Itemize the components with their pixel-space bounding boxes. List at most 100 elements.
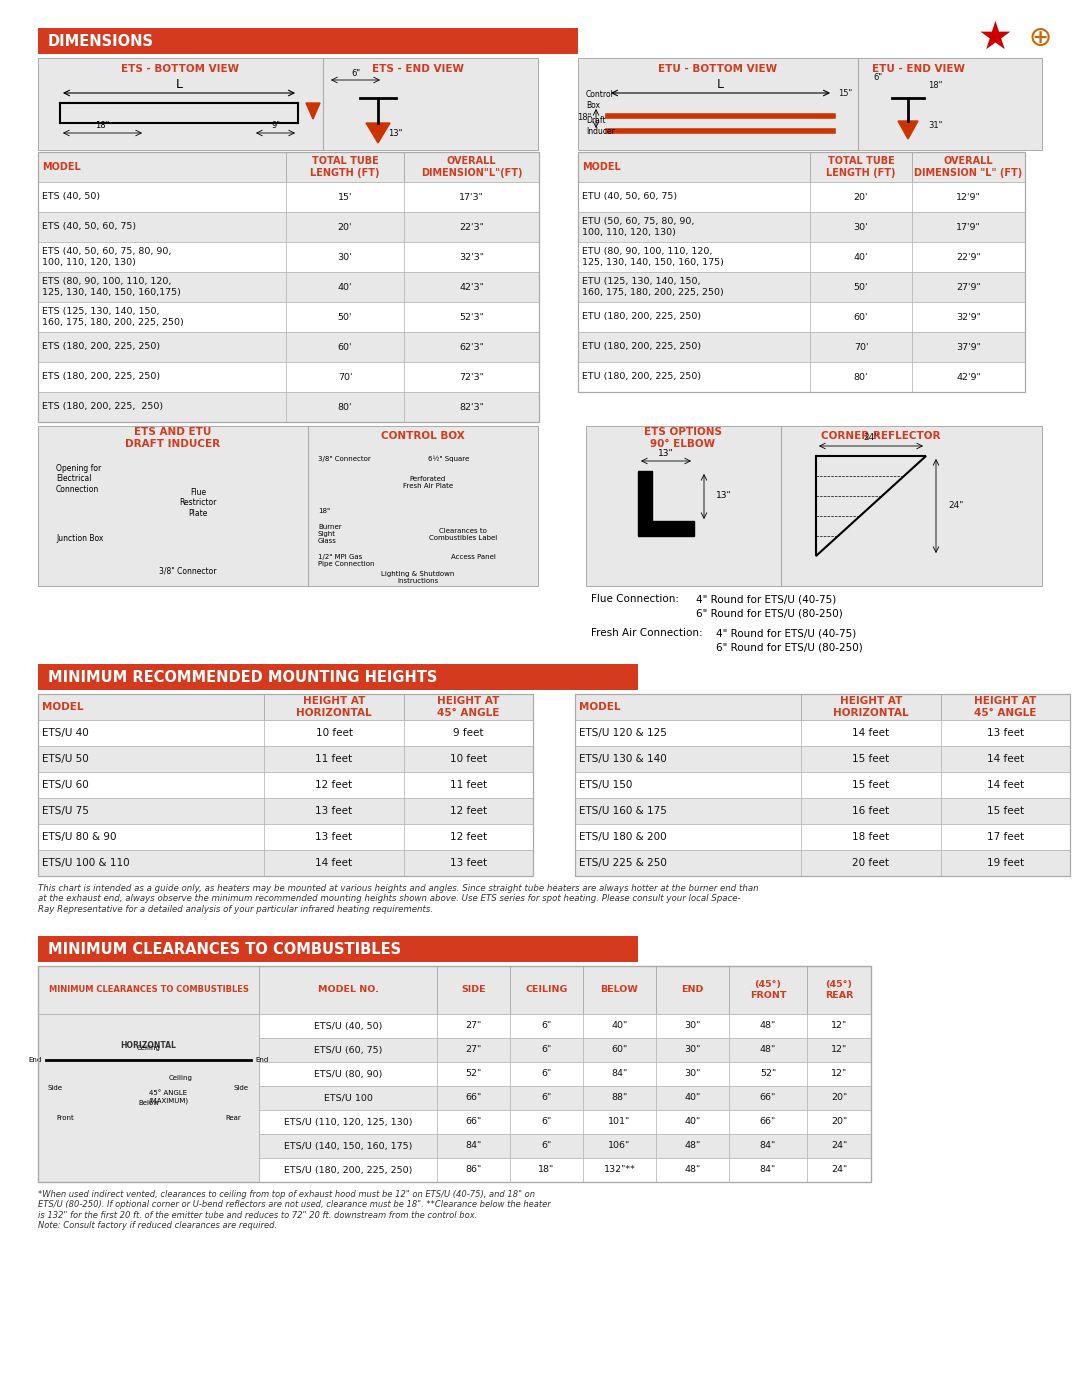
Text: 10 feet: 10 feet <box>315 728 352 738</box>
Bar <box>583 1062 656 1085</box>
Bar <box>404 746 534 773</box>
Bar <box>259 1158 437 1182</box>
Text: BELOW: BELOW <box>600 985 638 995</box>
Text: ETS/U 180 & 200: ETS/U 180 & 200 <box>579 833 666 842</box>
Text: HEIGHT AT
45° ANGLE: HEIGHT AT 45° ANGLE <box>437 696 500 718</box>
Text: 6½" Square: 6½" Square <box>428 455 469 462</box>
Text: 6": 6" <box>541 1094 552 1102</box>
Text: 6": 6" <box>351 68 361 77</box>
Text: Flue Connection:: Flue Connection: <box>591 594 679 604</box>
Bar <box>583 1038 656 1062</box>
Text: 45° ANGLE
(MAXIMUM): 45° ANGLE (MAXIMUM) <box>148 1090 189 1104</box>
Text: 30": 30" <box>685 1045 701 1055</box>
Text: ETS (125, 130, 140, 150,
160, 175, 180, 200, 225, 250): ETS (125, 130, 140, 150, 160, 175, 180, … <box>42 307 184 327</box>
Bar <box>810 302 912 332</box>
Bar <box>912 212 1025 242</box>
Text: 70': 70' <box>338 373 352 381</box>
Bar <box>578 212 810 242</box>
Bar <box>437 1062 510 1085</box>
Text: Front: Front <box>56 1115 73 1120</box>
Bar <box>941 798 1070 824</box>
Text: SIDE: SIDE <box>461 985 486 995</box>
Text: 11 feet: 11 feet <box>450 780 487 789</box>
Text: 13": 13" <box>658 448 674 457</box>
Bar <box>578 59 1042 149</box>
Bar <box>510 1038 583 1062</box>
Bar <box>801 773 941 798</box>
Text: TOTAL TUBE
LENGTH (FT): TOTAL TUBE LENGTH (FT) <box>826 156 895 177</box>
Bar <box>810 182 912 212</box>
Text: HEIGHT AT
HORIZONTAL: HEIGHT AT HORIZONTAL <box>296 696 372 718</box>
Text: 66": 66" <box>760 1094 777 1102</box>
Text: 15 feet: 15 feet <box>987 806 1024 816</box>
Bar <box>575 746 801 773</box>
Bar <box>437 1111 510 1134</box>
Bar <box>404 694 534 719</box>
Bar <box>801 798 941 824</box>
Bar <box>286 272 404 302</box>
Bar <box>404 362 539 393</box>
Text: 17'3": 17'3" <box>459 193 484 201</box>
Bar <box>912 302 1025 332</box>
Text: 24": 24" <box>948 502 963 510</box>
Text: 40': 40' <box>854 253 868 261</box>
Polygon shape <box>897 122 918 138</box>
Bar <box>941 849 1070 876</box>
Text: MINIMUM CLEARANCES TO COMBUSTIBLES: MINIMUM CLEARANCES TO COMBUSTIBLES <box>48 942 401 957</box>
Text: 18 feet: 18 feet <box>852 833 890 842</box>
Bar <box>578 152 810 182</box>
Text: 60": 60" <box>611 1045 627 1055</box>
Text: END: END <box>681 985 704 995</box>
Bar <box>38 182 286 212</box>
Bar <box>437 1085 510 1111</box>
Text: ETS/U 75: ETS/U 75 <box>42 806 89 816</box>
Bar <box>912 272 1025 302</box>
Text: L: L <box>717 78 724 91</box>
Text: HEIGHT AT
HORIZONTAL: HEIGHT AT HORIZONTAL <box>833 696 908 718</box>
Text: ETU (180, 200, 225, 250): ETU (180, 200, 225, 250) <box>582 313 701 321</box>
Text: 6": 6" <box>541 1118 552 1126</box>
Text: Control
Box: Control Box <box>586 91 613 110</box>
Text: TOTAL TUBE
LENGTH (FT): TOTAL TUBE LENGTH (FT) <box>310 156 380 177</box>
Text: Fresh Air Connection:: Fresh Air Connection: <box>591 629 703 638</box>
Text: 18": 18" <box>95 122 109 130</box>
Text: ⊕: ⊕ <box>1028 24 1052 52</box>
Bar <box>807 965 870 1014</box>
Bar <box>912 182 1025 212</box>
Bar <box>264 824 404 849</box>
Bar <box>38 694 534 876</box>
Bar <box>801 824 941 849</box>
Bar <box>404 302 539 332</box>
Text: 12": 12" <box>831 1070 847 1078</box>
Bar <box>810 242 912 272</box>
Bar <box>575 719 801 746</box>
Bar <box>807 1062 870 1085</box>
Bar <box>810 212 912 242</box>
Text: ★: ★ <box>977 20 1012 57</box>
Text: CORNER REFLECTOR: CORNER REFLECTOR <box>821 432 941 441</box>
Bar <box>941 719 1070 746</box>
Text: 132"**: 132"** <box>604 1165 635 1175</box>
Text: 24": 24" <box>863 433 879 443</box>
Text: 52": 52" <box>465 1070 482 1078</box>
Text: Clearances to
Combustibles Label: Clearances to Combustibles Label <box>429 528 497 541</box>
Bar <box>404 152 539 182</box>
Text: 66": 66" <box>465 1118 482 1126</box>
Text: ETS/U 40: ETS/U 40 <box>42 728 89 738</box>
Text: 3/8" Connector: 3/8" Connector <box>318 455 370 462</box>
Text: Burner
Sight
Glass: Burner Sight Glass <box>318 524 341 543</box>
Bar <box>38 936 638 963</box>
Bar <box>656 1014 729 1038</box>
Text: ETS (40, 50, 60, 75): ETS (40, 50, 60, 75) <box>42 222 136 232</box>
Bar <box>583 1158 656 1182</box>
Text: 80': 80' <box>338 402 352 412</box>
Text: ETS - END VIEW: ETS - END VIEW <box>372 64 464 74</box>
Text: 6": 6" <box>541 1141 552 1151</box>
Text: 12 feet: 12 feet <box>450 806 487 816</box>
Bar <box>510 1111 583 1134</box>
Text: ETU - BOTTOM VIEW: ETU - BOTTOM VIEW <box>659 64 778 74</box>
Text: ETS/U 60: ETS/U 60 <box>42 780 89 789</box>
Text: HEIGHT AT
45° ANGLE: HEIGHT AT 45° ANGLE <box>974 696 1037 718</box>
Bar <box>38 59 538 149</box>
Text: ETS/U (110, 120, 125, 130): ETS/U (110, 120, 125, 130) <box>284 1118 413 1126</box>
